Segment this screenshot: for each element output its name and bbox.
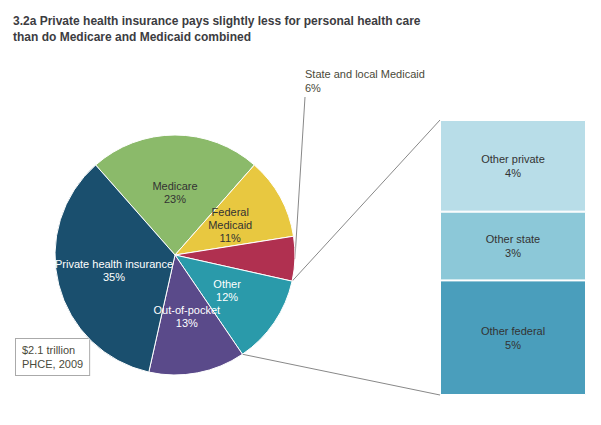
svg-text:Other: Other [213, 278, 241, 290]
svg-text:Other private: Other private [481, 153, 545, 165]
svg-text:than do Medicare and Medicaid: than do Medicare and Medicaid combined [13, 30, 251, 44]
svg-text:Medicare: Medicare [152, 180, 197, 192]
svg-text:3.2a Private health insurance: 3.2a Private health insurance pays sligh… [13, 14, 421, 28]
svg-text:Medicaid: Medicaid [208, 219, 252, 231]
svg-text:11%: 11% [220, 232, 241, 244]
svg-text:35%: 35% [103, 271, 125, 283]
svg-text:5%: 5% [505, 339, 521, 351]
svg-text:12%: 12% [216, 291, 238, 303]
svg-text:State and local Medicaid: State and local Medicaid [305, 68, 425, 80]
svg-text:6%: 6% [305, 82, 321, 94]
svg-text:Other federal: Other federal [481, 325, 545, 337]
svg-text:23%: 23% [164, 193, 186, 205]
svg-text:$2.1 trillion: $2.1 trillion [22, 344, 75, 356]
svg-text:4%: 4% [505, 167, 521, 179]
svg-text:Out-of-pocket: Out-of-pocket [153, 304, 220, 316]
svg-text:PHCE, 2009: PHCE, 2009 [22, 358, 83, 370]
svg-text:13%: 13% [176, 317, 198, 329]
svg-text:Federal: Federal [212, 206, 249, 218]
svg-text:Other state: Other state [486, 233, 540, 245]
svg-text:Private health insurance: Private health insurance [55, 258, 173, 270]
svg-text:3%: 3% [505, 247, 521, 259]
